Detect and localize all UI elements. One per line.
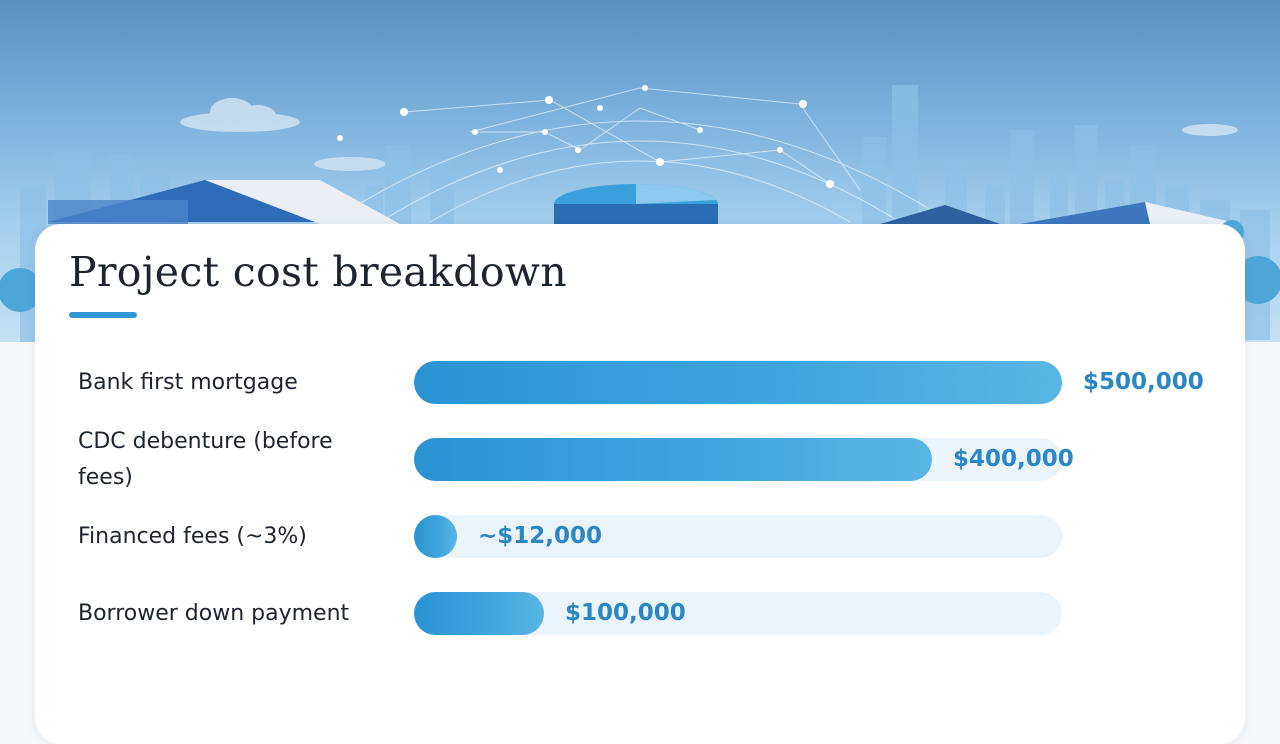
page-title: Project cost breakdown — [69, 248, 567, 296]
bar-track — [414, 592, 1062, 635]
bar-label: CDC debenture (before fees) — [78, 429, 333, 490]
bar-label: Financed fees (~3%) — [78, 524, 307, 549]
bar-label: Borrower down payment — [78, 601, 350, 626]
bar-track — [414, 515, 1062, 558]
bar — [414, 438, 932, 481]
bar — [414, 361, 1062, 404]
bar-value-label: $500,000 — [1083, 369, 1204, 395]
bar-value-label: ~$12,000 — [478, 523, 603, 549]
bar-value-label: $400,000 — [953, 446, 1074, 472]
bar — [414, 515, 457, 558]
bar-track — [414, 361, 1062, 404]
title-underline — [69, 312, 137, 318]
chart-card — [35, 224, 1245, 744]
bar-value-label: $100,000 — [565, 600, 686, 626]
bar-track — [414, 438, 1062, 481]
bar-label: Bank first mortgage — [78, 370, 298, 395]
bar — [414, 592, 544, 635]
